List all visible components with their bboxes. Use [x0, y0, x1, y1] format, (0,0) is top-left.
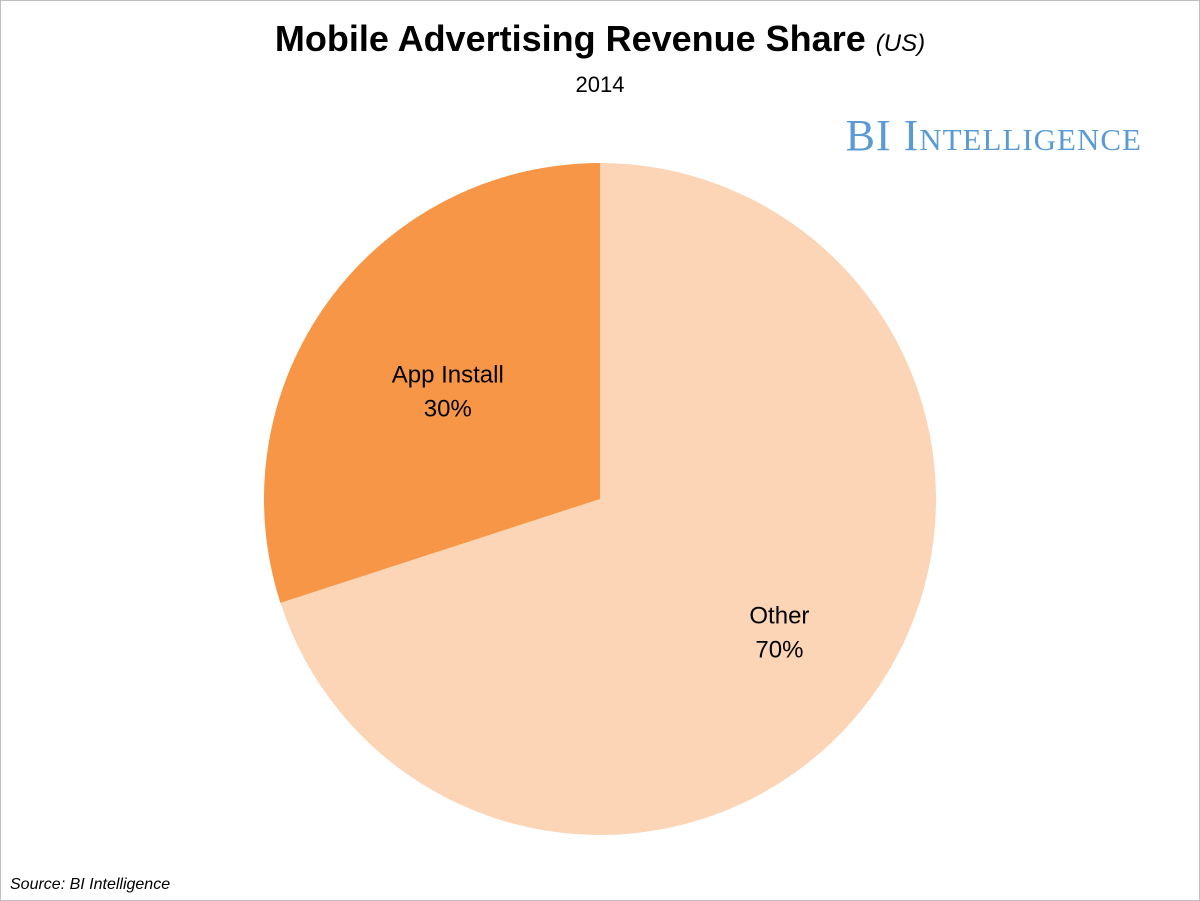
slice-label-other: Other	[749, 602, 809, 629]
slice-value-other: 70%	[755, 636, 803, 663]
pie-slice-other	[280, 163, 937, 836]
slice-value-app-install: 30%	[424, 395, 472, 422]
brand-logo: BI Intelligence	[845, 111, 1142, 160]
pie-slice-app-install	[263, 163, 600, 603]
slice-label-app-install: App Install	[392, 361, 504, 388]
chart-title-text: Mobile Advertising Revenue Share	[274, 18, 866, 59]
source-note: Source: BI Intelligence	[10, 876, 171, 893]
chart-subtitle: 2014	[575, 72, 625, 97]
chart-title-qualifier: (US)	[875, 30, 926, 57]
chart-title: Mobile Advertising Revenue Share (US)	[0, 18, 1200, 60]
